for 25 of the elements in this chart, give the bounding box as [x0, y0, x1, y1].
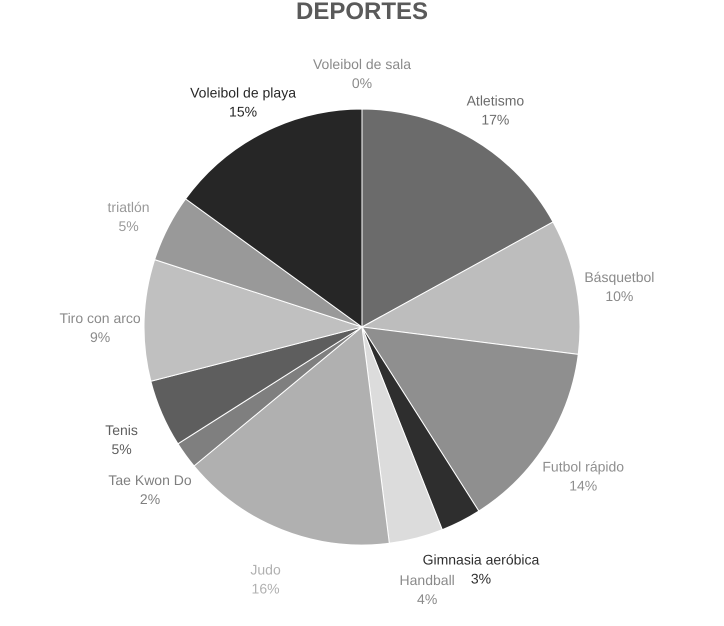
data-label: 10% — [605, 288, 634, 304]
data-label: 3% — [470, 570, 492, 586]
text: 0% — [352, 75, 372, 91]
slice-label: Básquetbol — [584, 268, 654, 285]
data-label: 5% — [111, 441, 132, 458]
data-label: 4% — [417, 590, 438, 607]
data-label: 2% — [140, 491, 160, 507]
slice-label: Judo — [250, 562, 281, 578]
slice-label: Voleibol de playa — [190, 84, 296, 101]
slice-label: Tae Kwon Do — [108, 472, 192, 488]
chart-title: DEPORTES — [296, 0, 428, 25]
data-label: 14% — [569, 477, 598, 494]
slice-label: Handball — [400, 572, 455, 588]
data-label: 9% — [90, 328, 110, 345]
data-label: 16% — [252, 580, 280, 597]
slice-label: Gimnasia aeróbica — [422, 551, 540, 568]
data-label: 17% — [481, 111, 510, 128]
slice-label: triatlón — [108, 199, 150, 216]
category-label: Voleibol de sala — [312, 56, 412, 72]
slice-label: Tenis — [105, 422, 138, 438]
slice-label: Atletismo — [466, 92, 524, 108]
slice-label: Tiro con arco — [60, 310, 141, 326]
slice-label: Futbol rápido — [542, 458, 624, 474]
data-label: 15% — [229, 104, 258, 120]
data-label: 5% — [118, 218, 139, 234]
